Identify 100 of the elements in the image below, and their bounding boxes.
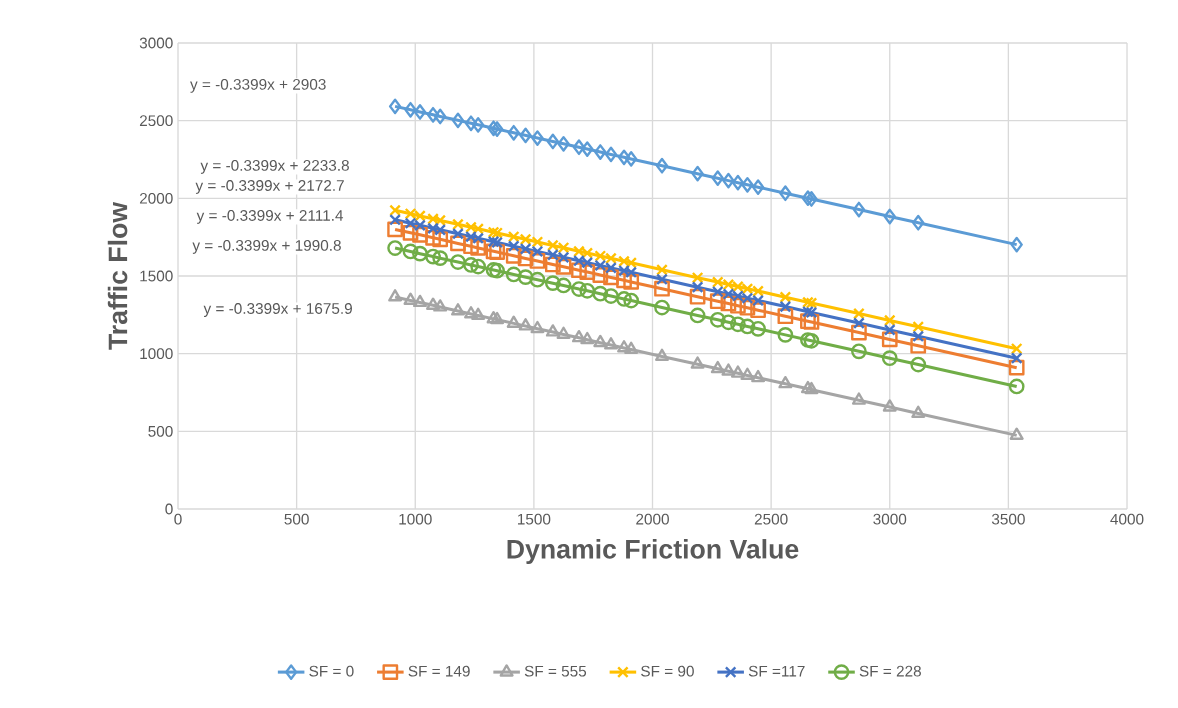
point bbox=[426, 106, 440, 123]
x-tick-label: 3500 bbox=[991, 513, 1025, 525]
point bbox=[579, 264, 596, 280]
point bbox=[739, 318, 756, 335]
point bbox=[730, 297, 746, 314]
point bbox=[404, 101, 417, 118]
point bbox=[387, 221, 403, 238]
point bbox=[389, 213, 401, 226]
point bbox=[571, 329, 586, 343]
point bbox=[731, 174, 745, 191]
point bbox=[529, 271, 546, 288]
point bbox=[655, 348, 669, 361]
point bbox=[426, 297, 441, 310]
point bbox=[452, 227, 464, 240]
y-tick-label: 500 bbox=[148, 425, 173, 437]
point bbox=[617, 340, 632, 353]
point bbox=[801, 305, 814, 318]
point bbox=[803, 332, 820, 349]
point bbox=[656, 263, 668, 276]
point bbox=[594, 144, 607, 160]
point bbox=[730, 365, 745, 378]
point bbox=[531, 130, 544, 146]
point bbox=[851, 324, 867, 341]
annotation: y = -0.3399x + 2172.7 bbox=[195, 180, 344, 194]
point bbox=[464, 115, 478, 132]
point bbox=[709, 311, 726, 328]
point bbox=[388, 289, 403, 302]
point bbox=[581, 141, 594, 157]
point bbox=[486, 311, 501, 324]
point bbox=[800, 332, 816, 348]
point bbox=[519, 127, 532, 144]
point bbox=[691, 281, 704, 294]
point bbox=[777, 327, 794, 343]
point bbox=[853, 317, 865, 329]
point bbox=[710, 360, 725, 374]
point bbox=[805, 191, 818, 207]
point bbox=[506, 315, 521, 328]
y-tick-label: 1500 bbox=[140, 270, 173, 282]
point bbox=[654, 299, 670, 316]
point bbox=[803, 314, 820, 330]
point bbox=[517, 250, 534, 267]
x-tick-label: 2500 bbox=[754, 513, 788, 525]
point bbox=[450, 303, 465, 316]
point bbox=[616, 291, 632, 307]
x-axis-title: Dynamic Friction Value bbox=[507, 539, 799, 564]
point bbox=[603, 288, 619, 304]
point bbox=[490, 121, 504, 137]
point bbox=[413, 104, 427, 120]
annotation: y = -0.3399x + 1990.8 bbox=[192, 240, 341, 254]
point bbox=[432, 231, 449, 248]
point bbox=[489, 244, 505, 260]
point bbox=[432, 250, 449, 267]
point bbox=[485, 262, 502, 278]
point bbox=[451, 112, 465, 129]
point bbox=[518, 318, 533, 331]
x-tick-label: 2000 bbox=[636, 513, 669, 525]
point bbox=[546, 133, 560, 150]
point bbox=[505, 266, 522, 283]
point bbox=[491, 227, 504, 239]
point bbox=[604, 146, 618, 163]
legend-label: SF = 149 bbox=[408, 665, 470, 677]
point bbox=[450, 235, 466, 252]
point bbox=[556, 326, 571, 339]
point bbox=[690, 356, 705, 369]
point bbox=[883, 208, 896, 225]
point bbox=[800, 313, 816, 330]
point bbox=[544, 256, 561, 273]
point bbox=[689, 307, 706, 324]
point bbox=[412, 226, 428, 243]
point bbox=[779, 185, 792, 202]
point bbox=[881, 350, 898, 367]
point bbox=[779, 300, 792, 313]
point bbox=[491, 236, 504, 249]
point bbox=[402, 224, 419, 241]
point bbox=[402, 243, 419, 260]
point bbox=[580, 331, 595, 345]
point bbox=[778, 375, 793, 389]
point bbox=[751, 179, 765, 196]
point bbox=[485, 243, 502, 260]
point bbox=[655, 157, 669, 174]
point bbox=[470, 258, 486, 275]
point bbox=[741, 176, 754, 193]
point bbox=[463, 257, 479, 273]
point bbox=[507, 124, 520, 141]
x-tick-label: 500 bbox=[284, 513, 309, 525]
point bbox=[529, 253, 546, 269]
point bbox=[413, 294, 427, 308]
x-tick-label: 3000 bbox=[873, 513, 907, 525]
point bbox=[593, 334, 608, 348]
point bbox=[471, 307, 486, 320]
legend-label: SF = 228 bbox=[859, 665, 921, 677]
y-tick-label: 2000 bbox=[139, 192, 173, 204]
point bbox=[471, 117, 485, 133]
y-tick-label: 2500 bbox=[139, 115, 173, 127]
point bbox=[883, 314, 896, 327]
point bbox=[721, 363, 736, 376]
point bbox=[557, 135, 570, 152]
point bbox=[624, 151, 638, 167]
x-tick-label: 1500 bbox=[518, 513, 551, 525]
point bbox=[1010, 342, 1023, 355]
